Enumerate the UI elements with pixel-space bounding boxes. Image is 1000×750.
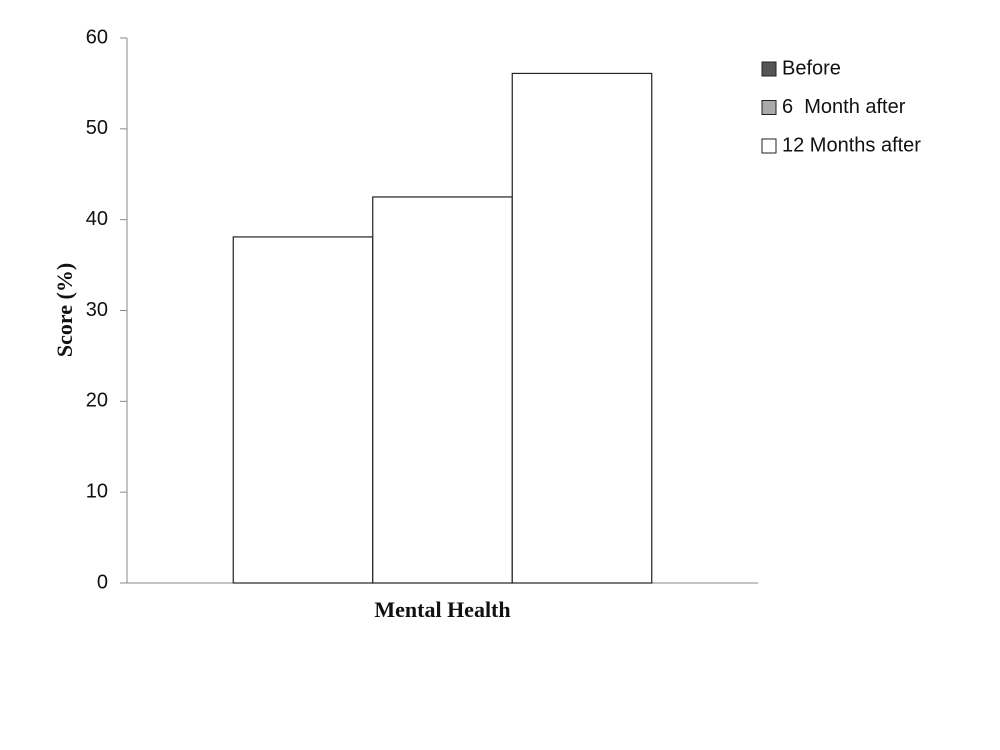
x-tick-label: Mental Health	[374, 597, 510, 622]
legend-swatch	[761, 61, 777, 77]
legend-label: Before	[782, 57, 841, 79]
y-tick-label: 30	[86, 299, 108, 321]
y-tick-label: 50	[86, 117, 108, 139]
legend-swatch	[761, 138, 777, 154]
bar	[232, 236, 374, 584]
legend-label: 6 Month after	[782, 96, 906, 118]
legend-swatch	[761, 100, 777, 115]
y-axis-title: Score (%)	[52, 263, 77, 357]
legend-label: 12 Months after	[782, 134, 921, 156]
y-tick-label: 40	[86, 208, 108, 230]
y-tick-label: 20	[86, 390, 108, 412]
y-tick-label: 10	[86, 480, 108, 502]
y-tick-label: 0	[97, 571, 108, 593]
bar	[511, 72, 653, 584]
bar	[372, 196, 513, 584]
y-tick-label: 60	[86, 26, 108, 48]
